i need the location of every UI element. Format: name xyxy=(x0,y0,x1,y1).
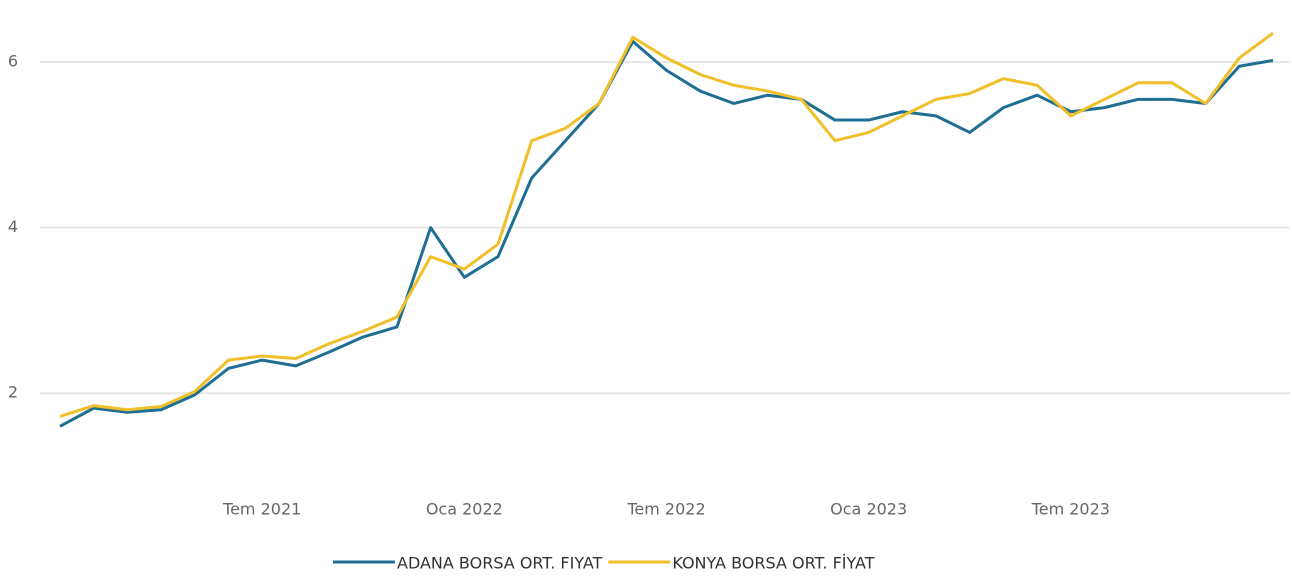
legend-label: ADANA BORSA ORT. FIYAT xyxy=(397,554,603,573)
series-line xyxy=(59,39,1274,428)
legend-label: KONYA BORSA ORT. FİYAT xyxy=(672,554,874,573)
x-tick-label: Tem 2021 xyxy=(222,500,301,519)
x-tick-label: Oca 2023 xyxy=(830,500,907,519)
x-tick-label: Tem 2023 xyxy=(1031,500,1110,519)
y-tick-label: 2 xyxy=(8,383,18,402)
y-tick-label: 4 xyxy=(8,217,18,236)
series-line xyxy=(59,31,1274,418)
y-tick-label: 6 xyxy=(8,52,18,71)
x-tick-label: Oca 2022 xyxy=(426,500,503,519)
x-tick-label: Tem 2022 xyxy=(626,500,705,519)
